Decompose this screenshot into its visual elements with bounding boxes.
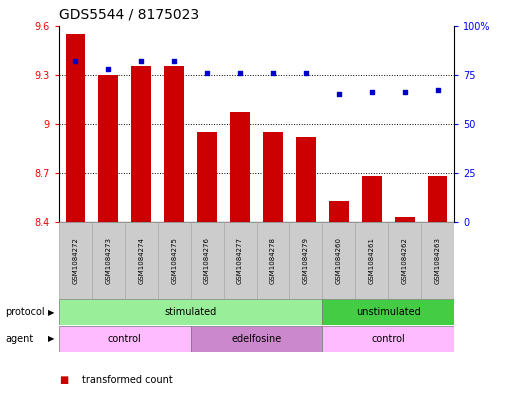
- FancyBboxPatch shape: [191, 326, 322, 352]
- Bar: [66, 34, 85, 222]
- Text: GSM1084263: GSM1084263: [435, 237, 441, 284]
- Text: ■: ■: [59, 375, 68, 385]
- Text: GSM1084272: GSM1084272: [72, 237, 78, 284]
- Text: GSM1084274: GSM1084274: [139, 237, 144, 284]
- Point: [137, 58, 145, 64]
- Text: GSM1084279: GSM1084279: [303, 237, 309, 284]
- Text: edelfosine: edelfosine: [231, 334, 282, 344]
- Bar: [197, 132, 217, 222]
- FancyBboxPatch shape: [256, 222, 289, 299]
- Text: protocol: protocol: [5, 307, 45, 317]
- FancyBboxPatch shape: [125, 222, 158, 299]
- Point: [71, 58, 80, 64]
- Bar: [428, 176, 447, 222]
- FancyBboxPatch shape: [191, 222, 224, 299]
- Bar: [263, 132, 283, 222]
- Bar: [394, 217, 415, 222]
- Text: control: control: [371, 334, 405, 344]
- Point: [236, 70, 244, 76]
- Text: GSM1084261: GSM1084261: [369, 237, 374, 284]
- Point: [401, 89, 409, 95]
- Point: [334, 91, 343, 97]
- Point: [104, 66, 112, 72]
- Point: [433, 87, 442, 94]
- Text: unstimulated: unstimulated: [356, 307, 421, 317]
- FancyBboxPatch shape: [322, 299, 454, 325]
- Text: GDS5544 / 8175023: GDS5544 / 8175023: [59, 7, 199, 22]
- Text: agent: agent: [5, 334, 33, 344]
- Bar: [131, 66, 151, 222]
- Text: GSM1084278: GSM1084278: [270, 237, 276, 284]
- FancyBboxPatch shape: [59, 299, 322, 325]
- Text: ▶: ▶: [48, 308, 54, 316]
- Bar: [329, 201, 349, 222]
- Text: transformed count: transformed count: [82, 375, 173, 385]
- FancyBboxPatch shape: [224, 222, 256, 299]
- Bar: [98, 75, 118, 222]
- Point: [203, 70, 211, 76]
- Point: [302, 70, 310, 76]
- Text: GSM1084273: GSM1084273: [105, 237, 111, 284]
- Text: control: control: [108, 334, 142, 344]
- FancyBboxPatch shape: [158, 222, 191, 299]
- Text: GSM1084276: GSM1084276: [204, 237, 210, 284]
- Text: GSM1084260: GSM1084260: [336, 237, 342, 284]
- Text: GSM1084277: GSM1084277: [237, 237, 243, 284]
- Point: [170, 58, 179, 64]
- Text: ▶: ▶: [48, 334, 54, 343]
- FancyBboxPatch shape: [92, 222, 125, 299]
- FancyBboxPatch shape: [421, 222, 454, 299]
- FancyBboxPatch shape: [59, 222, 92, 299]
- FancyBboxPatch shape: [322, 222, 355, 299]
- FancyBboxPatch shape: [289, 222, 322, 299]
- Text: GSM1084275: GSM1084275: [171, 237, 177, 284]
- FancyBboxPatch shape: [322, 326, 454, 352]
- Point: [269, 70, 277, 76]
- Bar: [296, 137, 315, 222]
- Text: GSM1084262: GSM1084262: [402, 237, 408, 284]
- Point: [368, 89, 376, 95]
- Bar: [362, 176, 382, 222]
- FancyBboxPatch shape: [355, 222, 388, 299]
- Text: stimulated: stimulated: [165, 307, 217, 317]
- FancyBboxPatch shape: [388, 222, 421, 299]
- FancyBboxPatch shape: [59, 326, 191, 352]
- Bar: [230, 112, 250, 222]
- Bar: [164, 66, 184, 222]
